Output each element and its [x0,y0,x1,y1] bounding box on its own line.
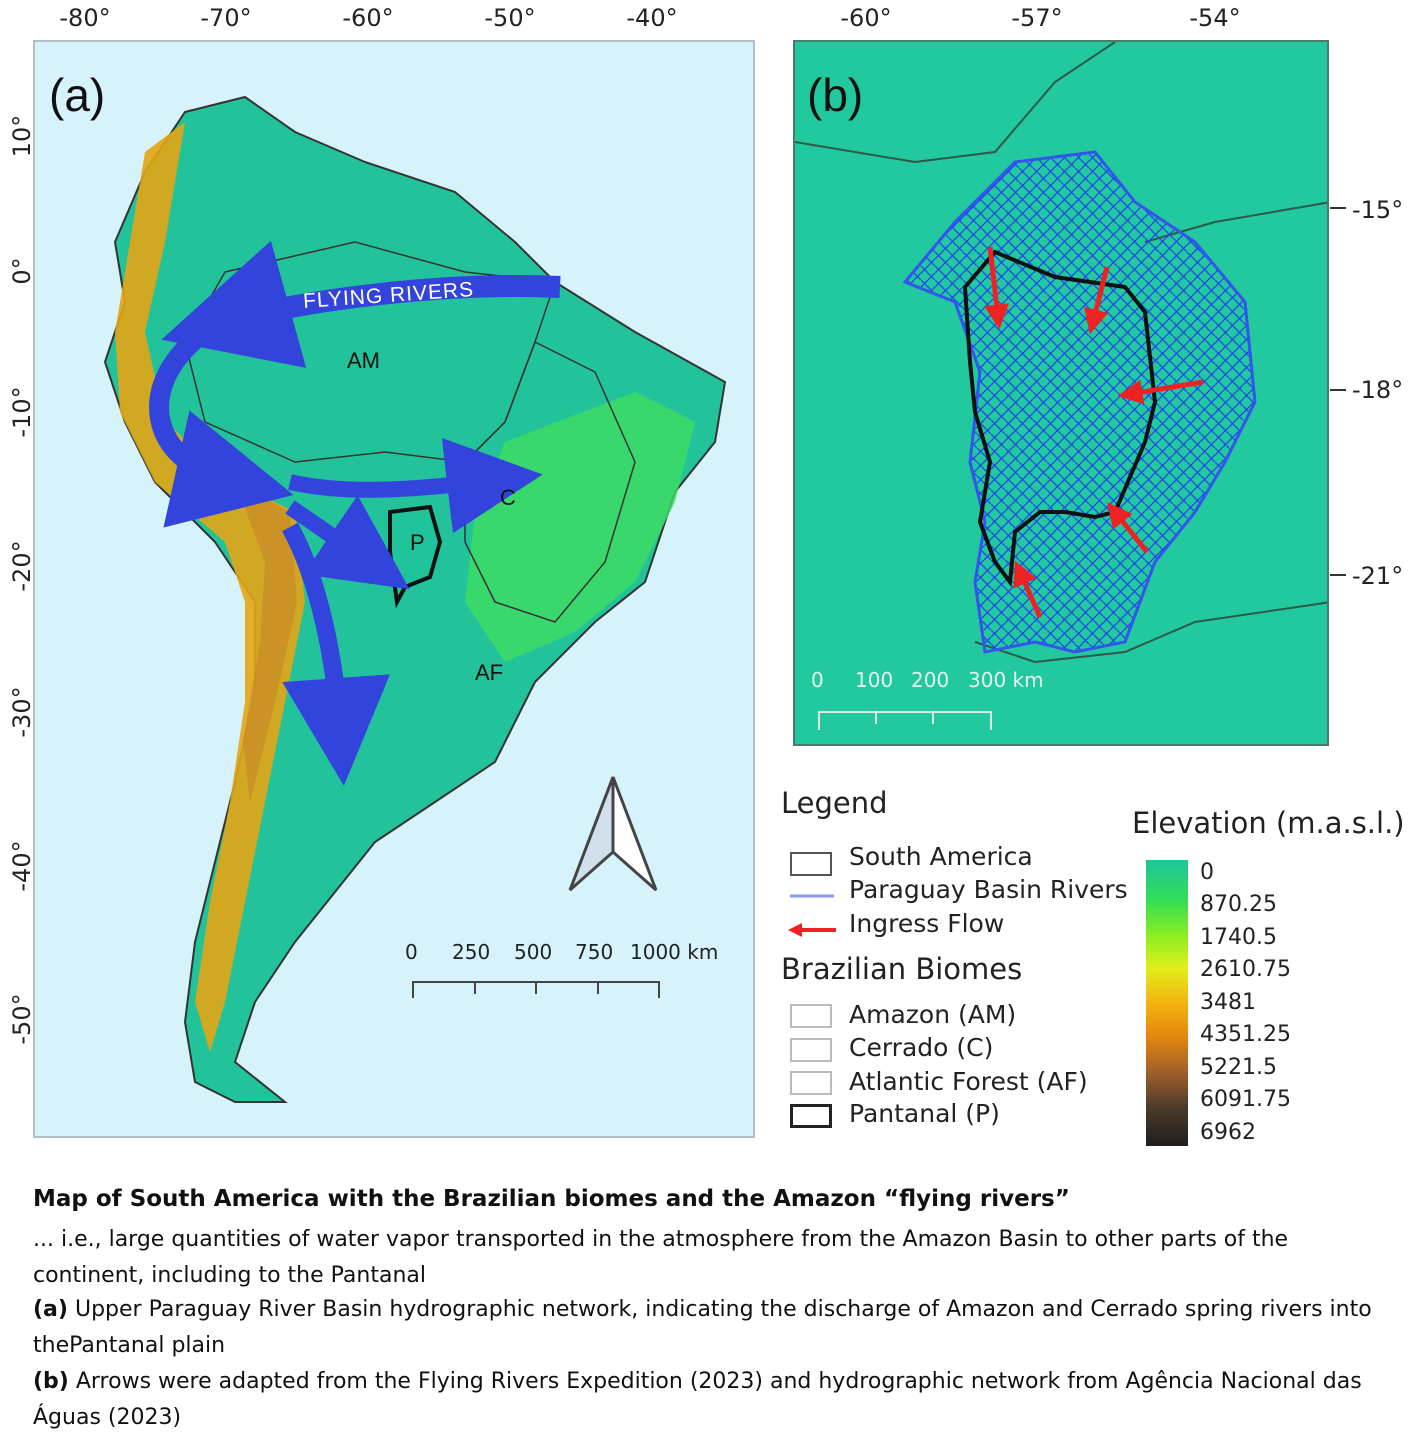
panel-b-label: (b) [807,69,864,121]
caption-b: (b) Arrows were adapted from the Flying … [33,1364,1393,1436]
biome-label-c: C [500,485,516,510]
legend-item-ingress: Ingress Flow [849,909,1005,938]
ingress-arrow [1013,560,1043,619]
pantanal-swatch [790,1104,832,1128]
elevation-label: 6091.75 [1200,1087,1291,1112]
panel-a-label: (a) [49,69,106,121]
ingress-arrow [1107,502,1149,554]
lat-tick: -30° [8,686,36,738]
south-america-map: (a) FLYING RIVERS AM C P AF 0 250 500 75… [33,40,755,1138]
lon-tick: -80° [59,4,111,32]
flying-river-arrow-main [161,240,561,368]
legend-item-atlantic-forest: Atlantic Forest (AF) [849,1067,1088,1096]
south-america-swatch [790,852,832,876]
north-arrow-icon [568,776,658,892]
legend-item-amazon: Amazon (AM) [849,1000,1017,1029]
cerrado-boundary [464,340,636,623]
elevation-label: 870.25 [1200,892,1277,917]
scale-tick-a: 750 [575,940,614,964]
scale-tick-b: 0 [811,668,824,692]
andes-range [115,122,305,1052]
south-america-map-drawing [103,95,727,1103]
biome-label-af: AF [475,660,504,685]
basin-shape [902,150,1257,654]
paraguay-basin-drawing [795,42,1327,730]
elevation-label: 6962 [1200,1120,1256,1145]
elevation-label: 0 [1200,860,1214,885]
scale-bar-b [818,711,992,730]
elevation-label: 5221.5 [1200,1055,1277,1080]
caption-b-text: Arrows were adapted from the Flying Rive… [33,1369,1362,1430]
red-arrow-icon [788,923,836,937]
elevation-title: Elevation (m.a.s.l.) [1132,806,1405,840]
lon-tick: -54° [1189,4,1241,32]
cerrado-swatch [790,1038,832,1062]
legend-item-pantanal: Pantanal (P) [849,1099,1000,1128]
lon-tick: -70° [200,4,252,32]
scale-bar-a [412,981,660,998]
legend-title: Legend [781,786,888,820]
elevation-label: 1740.5 [1200,925,1277,950]
lat-tick: -15° [1352,196,1404,224]
lon-tick: -57° [1011,4,1063,32]
legend-item-south-america: South America [849,842,1033,871]
pantanal-outline [962,249,1158,588]
lat-tick: 0° [8,257,36,285]
biome-label-am: AM [347,348,380,373]
scale-tick-b: 300 km [968,668,1044,692]
scale-tick-a: 250 [452,940,491,964]
boundary-line [974,601,1327,664]
andes-core [235,482,297,802]
flying-river-arrow-curve [149,323,294,528]
flying-river-arrow-east [288,437,543,534]
biomes-title: Brazilian Biomes [781,952,1023,986]
flying-river-arrow-pantanal [285,495,410,590]
caption-intro: ... i.e., large quantities of water vapo… [33,1227,1289,1288]
atlantic-forest-swatch [790,1071,832,1095]
ingress-arrow [984,246,1009,330]
lat-tick: -40° [8,840,36,892]
lat-tick: -10° [8,386,36,438]
scale-tick-a: 1000 km [630,940,719,964]
lat-tick: -18° [1352,376,1404,404]
caption-title: Map of South America with the Brazilian … [33,1186,1070,1212]
scale-tick-b: 100 [855,668,894,692]
scale-tick-a: 0 [405,940,418,964]
flying-river-arrow-south [282,522,391,786]
caption-a-text: Upper Paraguay River Basin hydrographic … [33,1297,1372,1358]
biome-label-p: P [410,530,425,555]
ingress-arrow [1083,266,1110,335]
legend-item-rivers: Paraguay Basin Rivers [849,875,1128,904]
lon-tick: -60° [342,4,394,32]
lon-tick: -40° [626,4,678,32]
paraguay-basin-map: (b) 0 100 200 300 km [793,40,1329,746]
caption-b-label: (b) [33,1369,69,1394]
elevation-colorbar [1146,860,1188,1146]
ingress-arrow [1117,379,1204,405]
lon-tick: -60° [840,4,892,32]
amazon-swatch [790,1004,832,1028]
lat-tick: -50° [8,993,36,1045]
scale-tick-b: 200 [911,668,950,692]
elevation-label: 2610.75 [1200,957,1291,982]
legend-item-cerrado: Cerrado (C) [849,1033,994,1062]
lat-tick: -20° [8,540,36,592]
elevation-label: 4351.25 [1200,1022,1291,1047]
lat-tick: 10° [8,114,36,158]
lon-tick: -50° [484,4,536,32]
lat-tick-marks-b [1330,207,1346,576]
scale-tick-a: 500 [514,940,553,964]
elevation-label: 3481 [1200,990,1256,1015]
boundary-line [795,42,1116,164]
lat-tick: -21° [1352,562,1404,590]
caption-a-label: (a) [33,1297,68,1322]
caption-a: (a) Upper Paraguay River Basin hydrograp… [33,1292,1393,1364]
rivers-line-swatch [790,894,834,898]
